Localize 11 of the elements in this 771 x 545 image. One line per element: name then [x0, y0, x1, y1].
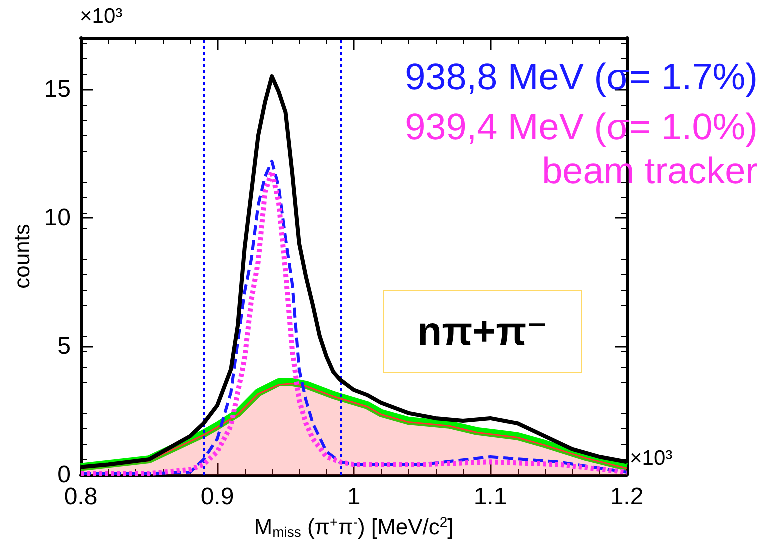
annotation: nπ+π⁻	[418, 310, 548, 354]
y-axis-title: counts	[10, 224, 34, 289]
x-tick-label: 1	[347, 484, 361, 510]
y-tick-label: 5	[58, 332, 71, 360]
x-tick-label: 0.9	[200, 484, 234, 510]
text: ×10³	[630, 447, 673, 470]
x-tick-label: 1.2	[610, 484, 644, 510]
y-tick-label: 10	[44, 204, 71, 232]
y-tick-label: 15	[44, 76, 71, 103]
text: ×10³	[80, 5, 123, 28]
x-tick-label: 1.1	[474, 484, 508, 510]
